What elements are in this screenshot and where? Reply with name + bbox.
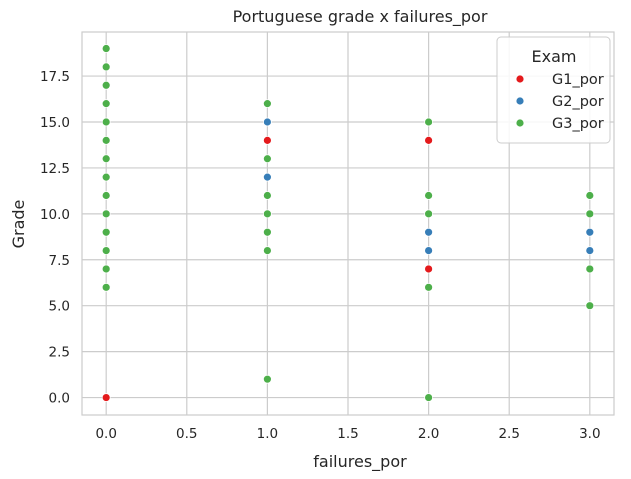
chart-title: Portuguese grade x failures_por [233,7,488,27]
plot-frame [81,31,615,416]
x-tick-label: 1.0 [257,426,278,442]
y-tick-label: 2.5 [49,345,70,361]
x-tick-label: 2.5 [498,426,519,442]
data-point [101,282,111,292]
data-point [262,154,272,164]
data-point [424,117,434,127]
x-tick-label: 0.0 [95,426,116,442]
x-tick-label: 0.5 [176,426,197,442]
data-points [101,44,595,402]
data-point [424,246,434,255]
x-tick-label: 3.0 [579,426,600,442]
data-point [424,209,434,219]
data-point [101,191,111,200]
y-tick-label: 17.5 [40,69,70,85]
data-point [424,135,434,145]
data-point [585,209,595,219]
legend: Exam G1_por G2_por G3_por [496,36,611,144]
data-point [262,246,272,255]
y-tick-label: 12.5 [40,161,70,177]
data-point [101,135,111,145]
data-point [424,282,434,292]
data-point [101,62,111,72]
legend-title: Exam [532,47,577,66]
data-point [262,227,272,237]
series-G1_por [101,135,434,402]
data-point [262,172,272,182]
data-point [262,191,272,200]
legend-entry-label: G3_por [552,116,604,132]
y-tick-label: 7.5 [49,253,70,269]
data-point [424,264,434,274]
data-point [424,191,434,200]
y-tick-label: 10.0 [40,207,70,223]
series-G3_por [101,44,595,402]
legend-marker [515,74,525,84]
data-point [101,44,111,53]
data-point [262,374,272,384]
data-point [585,191,595,200]
legend-entry-label: G2_por [552,94,604,110]
legend-marker [515,118,525,128]
y-tick-label: 0.0 [49,391,70,407]
y-tick-label: 5.0 [49,299,70,315]
x-axis-ticks: 0.0 0.5 1.0 1.5 2.0 2.5 3.0 [95,426,600,442]
data-point [101,246,111,255]
y-axis-label: Grade [9,200,28,249]
data-point [262,135,272,145]
data-point [101,227,111,237]
series-G2_por [262,117,595,255]
legend-entry-label: G1_por [552,72,604,88]
data-point [101,264,111,274]
data-point [101,154,111,164]
x-axis-label: failures_por [313,452,407,472]
data-point [424,227,434,237]
data-point [101,99,111,109]
y-axis-ticks: 0.0 2.5 5.0 7.5 10.0 12.5 15.0 17.5 [40,69,70,406]
data-point [262,99,272,109]
data-point [262,117,272,127]
data-point [585,264,595,274]
data-point [585,301,595,311]
data-point [585,227,595,237]
data-point [101,117,111,127]
legend-marker [515,96,525,106]
data-point [424,393,434,402]
data-point [101,209,111,219]
legend-box [496,36,611,144]
data-point [101,172,111,182]
grid [82,32,614,415]
y-tick-label: 15.0 [40,115,70,131]
data-point [585,246,595,255]
data-point [262,209,272,219]
x-tick-label: 1.5 [337,426,358,442]
x-tick-label: 2.0 [418,426,439,442]
data-point [101,80,111,90]
data-point [101,393,111,402]
